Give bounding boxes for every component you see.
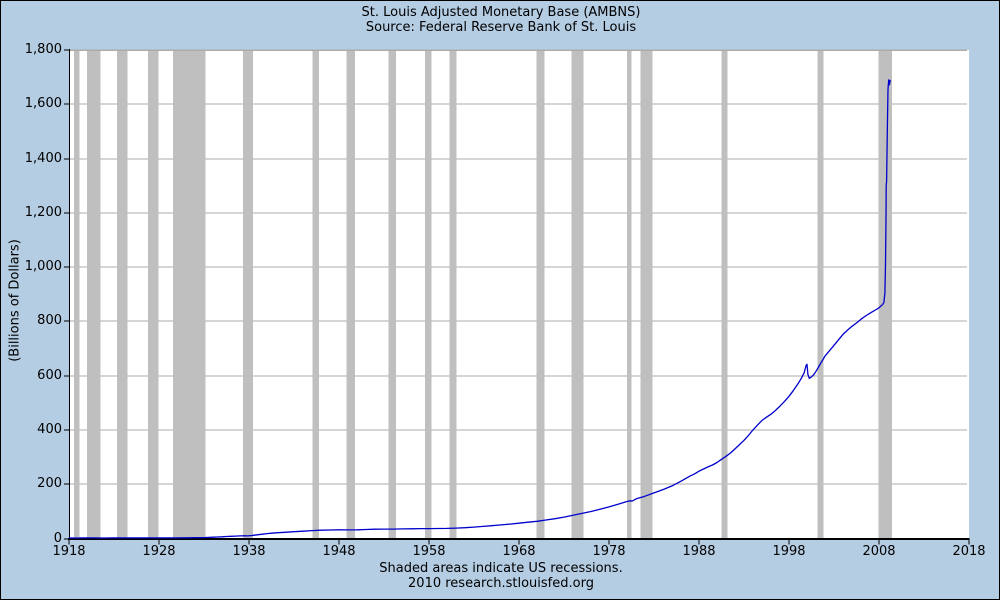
x-tick-label: 1978 [592,544,626,559]
x-tick-label: 1998 [772,544,806,559]
recession-band [312,51,319,539]
source-footnote: 2010 research.stlouisfed.org [408,576,594,591]
x-tick-label: 1968 [502,544,536,559]
y-tick-label: 1,400 [24,150,62,166]
recession-band [627,51,632,539]
x-tick-label: 1948 [322,544,356,559]
x-tick-label: 1938 [232,544,266,559]
y-tick-label: 400 [37,421,62,437]
recession-band [116,51,128,539]
chart-title: St. Louis Adjusted Monetary Base (AMBNS) [361,5,641,20]
y-tick-label: 0 [53,530,62,546]
recession-footnote: Shaded areas indicate US recessions. [379,561,623,576]
recession-band [388,51,396,539]
x-tick-label: 1988 [682,544,716,559]
x-tick-label: 2008 [862,544,896,559]
y-tick-label: 1,600 [24,96,62,112]
recession-band [346,51,355,539]
recession-band [536,51,545,539]
recession-band [449,51,457,539]
x-tick-label: 1928 [142,544,176,559]
recession-band [640,51,653,539]
recession-band [173,51,206,539]
recession-band [817,51,824,539]
recession-band [74,51,80,539]
chart-subtitle: Source: Federal Reserve Bank of St. Loui… [365,20,637,35]
recession-band [721,51,728,539]
y-tick-label: 600 [37,367,62,383]
x-tick-label: 1958 [412,544,446,559]
x-tick-label: 1918 [52,544,86,559]
y-tick-label: 1,800 [24,42,62,57]
y-tick-label: 1,000 [24,259,62,275]
recession-band [571,51,584,539]
y-tick-label: 200 [37,476,62,492]
x-tick-label: 2018 [952,544,986,559]
monetary-base-line [69,79,891,539]
recession-band [147,51,159,539]
recession-band [425,51,432,539]
y-tick-label: 1,200 [24,204,62,220]
y-tick-label: 800 [37,313,62,329]
recession-band [242,51,253,539]
recession-band [87,51,101,539]
